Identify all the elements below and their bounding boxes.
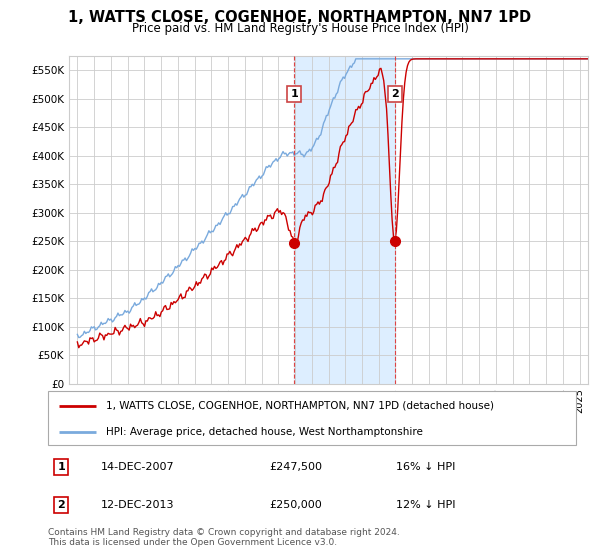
Text: £247,500: £247,500	[270, 462, 323, 472]
Text: Price paid vs. HM Land Registry's House Price Index (HPI): Price paid vs. HM Land Registry's House …	[131, 22, 469, 35]
Text: Contains HM Land Registry data © Crown copyright and database right 2024.
This d: Contains HM Land Registry data © Crown c…	[48, 528, 400, 547]
FancyBboxPatch shape	[48, 391, 576, 445]
Text: 1, WATTS CLOSE, COGENHOE, NORTHAMPTON, NN7 1PD (detached house): 1, WATTS CLOSE, COGENHOE, NORTHAMPTON, N…	[106, 401, 494, 411]
Text: 1, WATTS CLOSE, COGENHOE, NORTHAMPTON, NN7 1PD: 1, WATTS CLOSE, COGENHOE, NORTHAMPTON, N…	[68, 10, 532, 25]
Bar	[294, 56, 395, 384]
Text: 12-DEC-2013: 12-DEC-2013	[101, 500, 175, 510]
Text: 14-DEC-2007: 14-DEC-2007	[101, 462, 175, 472]
Text: 1: 1	[58, 462, 65, 472]
Text: £250,000: £250,000	[270, 500, 323, 510]
Text: 2: 2	[58, 500, 65, 510]
Text: HPI: Average price, detached house, West Northamptonshire: HPI: Average price, detached house, West…	[106, 427, 423, 437]
Text: 16% ↓ HPI: 16% ↓ HPI	[397, 462, 456, 472]
Text: 2: 2	[391, 88, 398, 99]
Text: 12% ↓ HPI: 12% ↓ HPI	[397, 500, 456, 510]
Text: 1: 1	[290, 88, 298, 99]
